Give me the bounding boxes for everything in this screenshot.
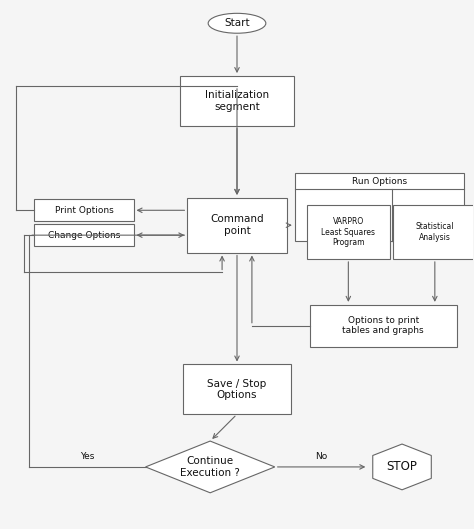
Text: Initialization
segment: Initialization segment (205, 90, 269, 112)
Text: STOP: STOP (387, 460, 418, 473)
Bar (34, 224, 134, 246)
Text: Command
point: Command point (210, 214, 264, 236)
Bar (393, 205, 474, 259)
Bar (187, 198, 287, 252)
Text: Yes: Yes (80, 452, 95, 461)
Text: Statistical
Analysis: Statistical Analysis (416, 223, 454, 242)
Ellipse shape (208, 13, 266, 33)
Text: VARPRO
Least Squares
Program: VARPRO Least Squares Program (321, 217, 375, 247)
Text: Save / Stop
Options: Save / Stop Options (207, 379, 266, 400)
Bar (180, 76, 294, 126)
Polygon shape (146, 441, 275, 493)
Text: Options to print
tables and graphs: Options to print tables and graphs (342, 316, 424, 335)
Text: Change Options: Change Options (48, 231, 120, 240)
Text: Run Options: Run Options (352, 177, 407, 186)
Text: Continue
Execution ?: Continue Execution ? (180, 456, 240, 478)
Text: No: No (315, 452, 328, 461)
Bar (34, 199, 134, 221)
Text: Print Options: Print Options (55, 206, 113, 215)
Text: Start: Start (224, 19, 250, 28)
Bar (307, 205, 390, 259)
Polygon shape (373, 444, 431, 490)
Bar (310, 305, 457, 346)
Bar (295, 174, 464, 241)
Bar (183, 364, 291, 414)
